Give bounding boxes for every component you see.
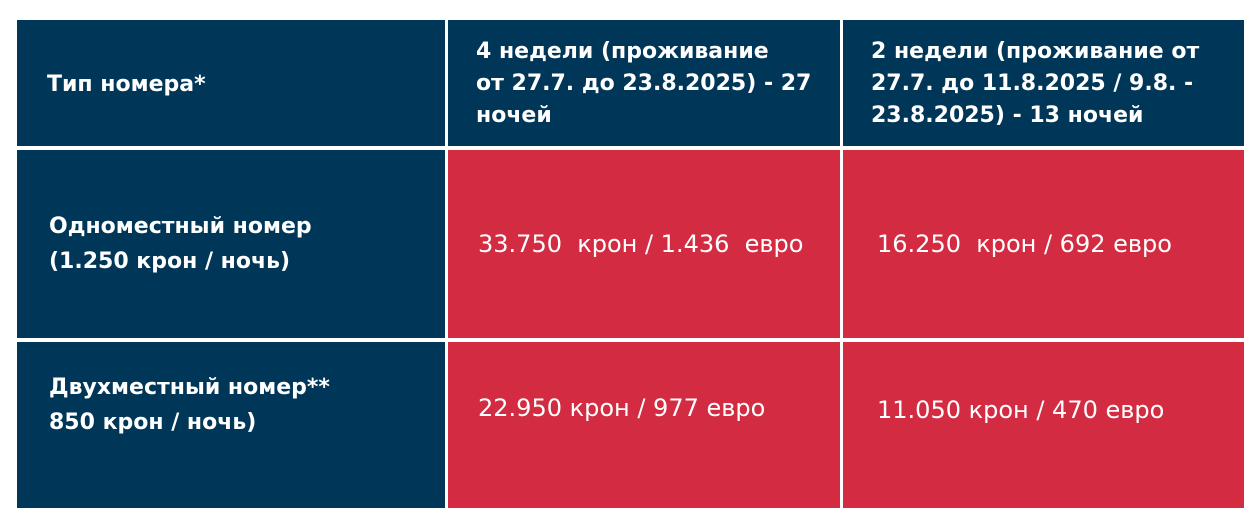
double-room-price-4-weeks: 22.950 крон / 977 евро: [448, 342, 840, 508]
price-value: 16.250 крон / 692 евро: [877, 230, 1172, 258]
header-2-weeks-line: 23.8.2025) - 13 ночей: [871, 103, 1144, 128]
single-room-price-4-weeks: 33.750 крон / 1.436 евро: [448, 150, 840, 338]
header-room-type-label: Тип номера*: [47, 72, 206, 97]
double-room-price-2-weeks: 11.050 крон / 470 евро: [843, 342, 1244, 508]
single-room-name: Одноместный номер: [49, 214, 312, 239]
price-value: 11.050 крон / 470 евро: [877, 396, 1165, 424]
header-4-weeks-line: от 27.7. до 23.8.2025) - 27: [476, 71, 812, 96]
price-value: 33.750 крон / 1.436 евро: [478, 230, 804, 258]
header-room-type: Тип номера*: [17, 20, 445, 146]
header-2-weeks: 2 недели (проживание от 27.7. до 11.8.20…: [843, 20, 1244, 146]
row-single-room-label: Одноместный номер (1.250 крон / ночь): [17, 150, 445, 338]
row-double-room-label: Двухместный номер** 850 крон / ночь): [17, 342, 445, 508]
header-2-weeks-line: 27.7. до 11.8.2025 / 9.8. -: [871, 71, 1194, 96]
header-4-weeks-line: 4 недели (проживание: [476, 39, 769, 64]
single-room-rate: (1.250 крон / ночь): [49, 249, 291, 274]
single-room-price-2-weeks: 16.250 крон / 692 евро: [843, 150, 1244, 338]
double-room-rate: 850 крон / ночь): [49, 410, 257, 435]
double-room-text: Двухместный номер** 850 крон / ночь): [49, 370, 330, 440]
price-value: 22.950 крон / 977 евро: [478, 394, 766, 422]
price-table: Тип номера* 4 недели (проживание от 27.7…: [17, 20, 1244, 509]
header-4-weeks: 4 недели (проживание от 27.7. до 23.8.20…: [448, 20, 840, 146]
header-4-weeks-text: 4 недели (проживание от 27.7. до 23.8.20…: [476, 36, 811, 132]
single-room-text: Одноместный номер (1.250 крон / ночь): [49, 209, 312, 279]
header-2-weeks-text: 2 недели (проживание от 27.7. до 11.8.20…: [871, 36, 1199, 132]
header-2-weeks-line: 2 недели (проживание от: [871, 39, 1200, 64]
header-4-weeks-line: ночей: [476, 103, 552, 128]
double-room-name: Двухместный номер**: [49, 375, 330, 400]
